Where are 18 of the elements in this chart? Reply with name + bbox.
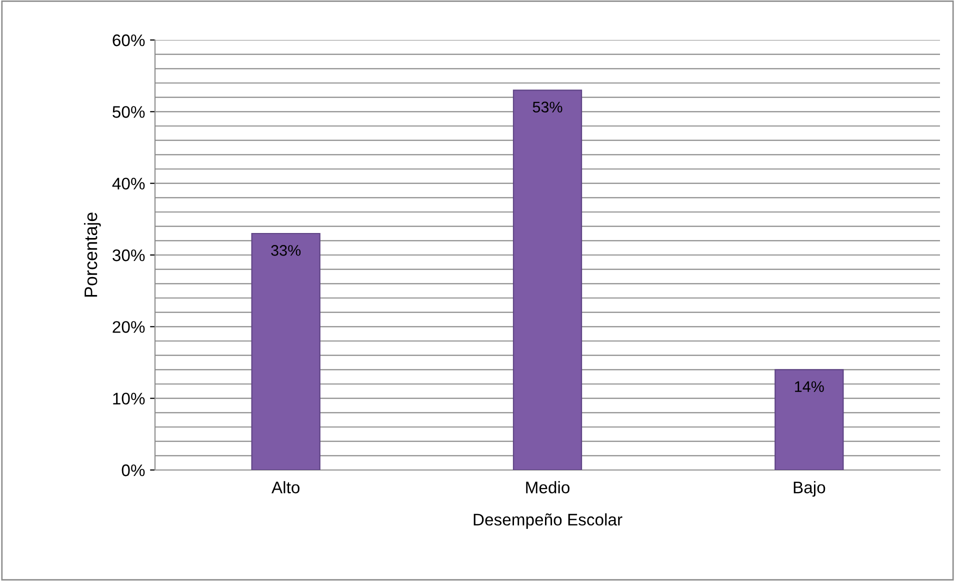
y-tick-label: 40% [112,178,145,190]
data-label: 33% [271,245,301,256]
y-tick-label: 60% [112,34,145,46]
data-label: 53% [532,102,562,112]
bar [251,232,320,470]
x-tick-label: Alto [272,481,300,494]
x-axis-title: Desempeño Escolar [474,513,622,529]
x-tick-label: Bajo [794,481,826,497]
x-tick-label: Medio [526,481,570,494]
bar [512,90,582,470]
y-tick-label: 10% [113,392,145,405]
data-label: 14% [795,381,824,392]
bar [774,369,844,470]
y-tick-label: 50% [112,106,145,118]
y-tick-label: 30% [112,249,145,262]
y-axis-title: Porcentaje [84,212,101,297]
y-tick-label: 20% [112,321,145,333]
y-tick-label: 0% [122,464,145,476]
